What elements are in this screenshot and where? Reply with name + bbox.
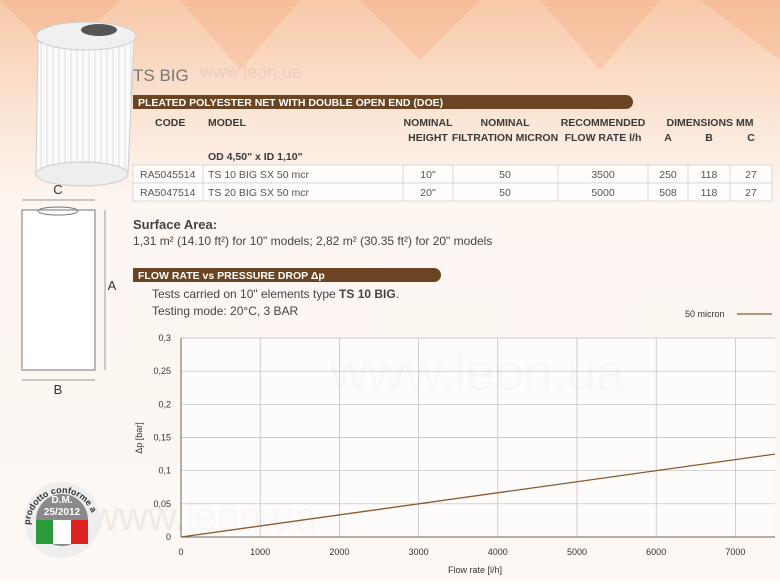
table-header: NOMINAL [481, 117, 531, 129]
bg-pattern [0, 0, 780, 70]
y-tick-label: 0 [166, 532, 171, 542]
table-header: RECOMMENDED [561, 117, 646, 129]
x-axis-label: Flow rate [l/h] [448, 565, 502, 575]
table-cell: 50 [499, 169, 511, 181]
y-tick-label: 0,25 [153, 366, 171, 376]
title: TS BIG [133, 66, 189, 85]
note-text: . [396, 287, 399, 301]
x-tick-label: 4000 [488, 547, 508, 557]
table: CODE MODEL NOMINAL HEIGHT NOMINAL FILTRATION … [132, 117, 773, 202]
table-cell: 250 [659, 169, 677, 181]
cartridge-image [35, 21, 137, 187]
x-tick-label: 5000 [567, 547, 587, 557]
y-tick-label: 0,2 [158, 399, 171, 409]
table-cell: 3500 [591, 169, 615, 181]
test-note: Tests carried on 10" elements type TS 10… [152, 287, 399, 301]
group-label: OD 4,50" x ID 1,10" [208, 151, 303, 163]
table-header: MODEL [208, 117, 247, 129]
table-cell: 118 [701, 169, 718, 181]
series-line [180, 453, 776, 538]
badge-text: D.M. [51, 495, 72, 506]
table-header: B [705, 132, 713, 144]
table-cell: 508 [659, 187, 677, 199]
y-tick-label: 0,05 [153, 499, 171, 509]
test-mode: Testing mode: 20°C, 3 BAR [152, 304, 299, 318]
dim-label: C [53, 182, 62, 197]
badge [24, 482, 100, 558]
y-tick-label: 0,3 [158, 333, 171, 343]
x-tick-label: 1000 [250, 547, 270, 557]
table-cell: 27 [745, 169, 757, 181]
x-tick-label: 6000 [646, 547, 666, 557]
table-header: DIMENSIONS MM [667, 117, 754, 129]
banner [133, 268, 441, 282]
banner-text: PLEATED POLYESTER NET WITH DOUBLE OPEN E… [138, 97, 443, 109]
badge-text: 25/2012 [44, 507, 81, 518]
table-cell: TS 20 BIG SX 50 mcr [208, 187, 309, 199]
surface-title: Surface Area: [133, 217, 217, 232]
legend-label: 50 micron [685, 309, 725, 319]
table-header: CODE [155, 117, 185, 129]
table-cell: 5000 [591, 187, 615, 199]
table-cell: 50 [499, 187, 511, 199]
table-cell: TS 10 BIG SX 50 mcr [208, 169, 309, 181]
banner-text: FLOW RATE vs PRESSURE DROP Δp [138, 270, 325, 282]
table-cell: 20" [420, 187, 436, 199]
table-header: NOMINAL [404, 117, 454, 129]
note-bold: TS 10 BIG [339, 287, 396, 301]
watermark: www.leon.ua [199, 62, 303, 82]
table-cell: 10" [420, 169, 436, 181]
x-tick-label: 3000 [409, 547, 429, 557]
y-tick-label: 0,1 [158, 466, 171, 476]
table-header: A [664, 132, 672, 144]
table-cell: RA5047514 [140, 187, 196, 199]
table-row [132, 182, 773, 202]
dim-label: A [108, 278, 117, 293]
banner [133, 95, 633, 109]
table-cell: 118 [701, 187, 718, 199]
x-tick-label: 0 [178, 547, 183, 557]
table-header: C [747, 132, 755, 144]
surface-text: 1,31 m² (14.10 ft²) for 10" models; 2,82… [133, 234, 492, 248]
table-cell: 27 [745, 187, 757, 199]
dimension-diagram [21, 199, 106, 381]
table-header: FILTRATION MICRON [452, 132, 558, 144]
x-tick-label: 7000 [725, 547, 745, 557]
table-cell: RA5045514 [140, 169, 196, 181]
table-header: FLOW RATE l/h [565, 132, 642, 144]
note-text: Tests carried on 10" elements type [152, 287, 339, 301]
dim-label: B [54, 382, 63, 397]
x-tick-label: 2000 [329, 547, 349, 557]
y-axis-label: Δp [bar] [134, 422, 144, 454]
table-header: HEIGHT [408, 132, 448, 144]
y-tick-label: 0,15 [153, 433, 171, 443]
chart: 0 0,05 0,1 0,15 0,2 0,25 0,3 0 1000 2000 3000 4000 5… [134, 309, 776, 575]
